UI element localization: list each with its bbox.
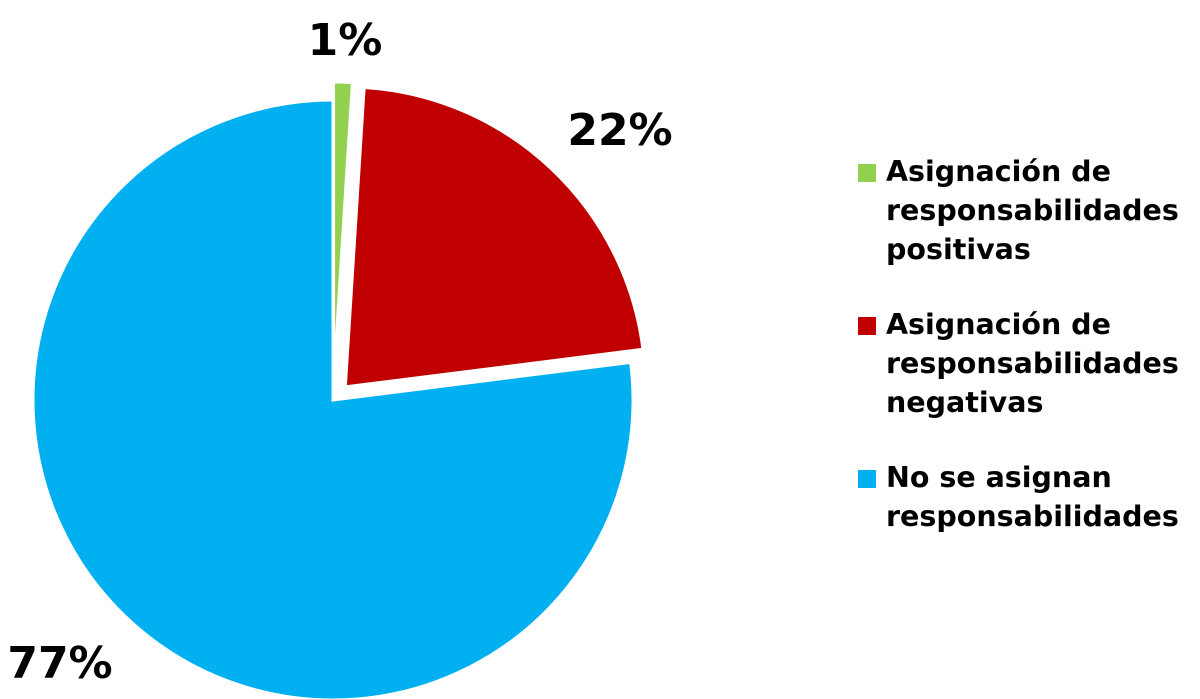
pie-data-labels: 1% 22% 77% [7, 15, 672, 689]
legend-item-positivas: Asignación de responsabilidades positiva… [858, 152, 1198, 269]
legend-label-line: responsabilidades [886, 194, 1179, 227]
legend-swatch-negativas [858, 317, 876, 335]
legend-item-no-asignan: No se asignan responsabilidades [858, 458, 1198, 536]
pie-slice-no-asignan [31, 98, 635, 699]
legend-label-line: positivas [886, 233, 1031, 266]
legend-label-line: Asignación de [886, 308, 1111, 341]
legend-label-line: No se asignan [886, 461, 1112, 494]
pie-data-label: 77% [7, 638, 112, 689]
legend-swatch-no-asignan [858, 470, 876, 488]
legend-label-line: negativas [886, 386, 1044, 419]
legend-swatch-positivas [858, 164, 876, 182]
pie-slice-negativas [343, 85, 645, 389]
legend-label-line: responsabilidades [886, 347, 1179, 380]
pie-data-label: 1% [308, 15, 383, 66]
chart-legend: Asignación de responsabilidades positiva… [858, 152, 1198, 572]
legend-label-line: responsabilidades [886, 500, 1179, 533]
pie-data-label: 22% [567, 105, 672, 156]
pie-slices [31, 80, 645, 699]
legend-label-line: Asignación de [886, 155, 1111, 188]
legend-item-negativas: Asignación de responsabilidades negativa… [858, 305, 1198, 422]
pie-slice-positivas [332, 80, 354, 383]
